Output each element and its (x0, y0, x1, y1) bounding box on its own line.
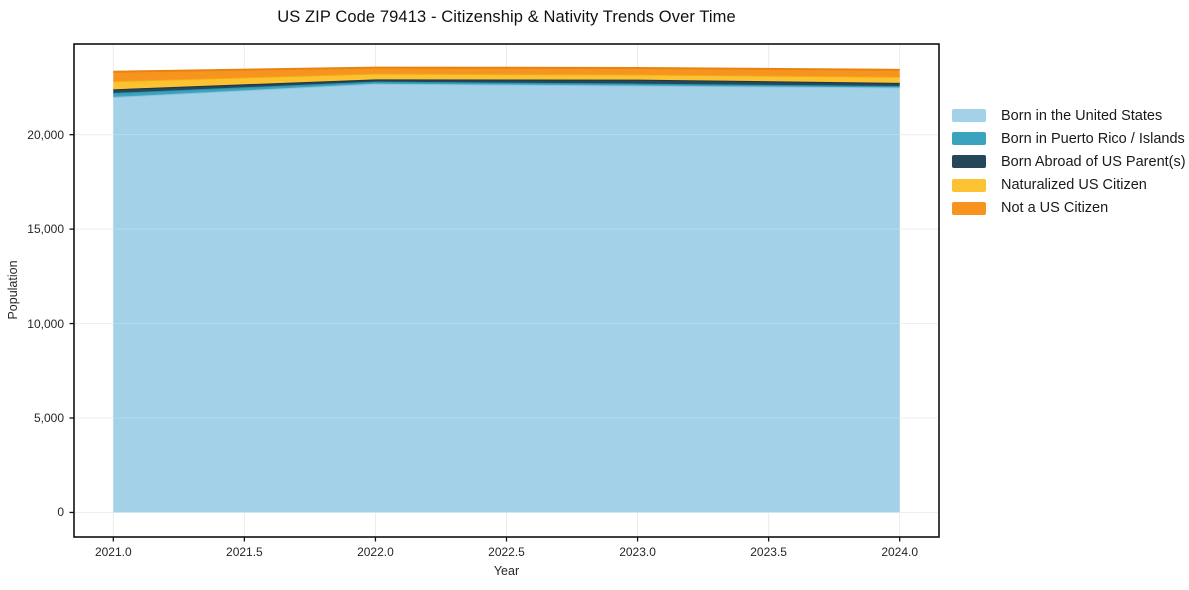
legend-swatch-4 (952, 201, 986, 215)
x-tick-label: 2023.5 (750, 545, 787, 559)
area-series-0 (113, 83, 900, 513)
x-tick-label: 2024.0 (881, 545, 919, 559)
legend-swatch-0 (952, 109, 986, 123)
legend: Born in the United States Born in Puerto … (952, 104, 1186, 220)
x-tick-label: 2022.5 (488, 545, 525, 559)
x-tick-label: 2021.5 (226, 545, 263, 559)
area-series-3 (113, 73, 900, 90)
legend-item: Not a US Citizen (952, 197, 1186, 220)
y-tick-label: 10,000 (27, 316, 64, 331)
legend-label: Born Abroad of US Parent(s) (1001, 153, 1186, 170)
y-tick-label: 20,000 (27, 127, 64, 142)
y-tick-label: 5,000 (33, 411, 64, 425)
legend-label: Not a US Citizen (1001, 200, 1109, 217)
y-axis-title: Population (6, 260, 20, 320)
area-series-edge-4 (113, 66, 900, 73)
legend-swatch-2 (952, 155, 986, 169)
legend-swatch-1 (952, 132, 986, 146)
y-tick-label: 0 (57, 505, 64, 520)
legend-item: Born in the United States (952, 104, 1186, 127)
legend-label: Born in Puerto Rico / Islands (1001, 130, 1185, 147)
chart-title: US ZIP Code 79413 - Citizenship & Nativi… (277, 8, 736, 26)
x-tick-label: 2021.0 (94, 545, 132, 559)
x-tick-label: 2023.0 (619, 545, 656, 559)
legend-item: Born Abroad of US Parent(s) (952, 150, 1186, 173)
y-tick-label: 15,000 (27, 222, 64, 237)
legend-label: Born in the United States (1001, 107, 1163, 124)
x-tick-label: 2022.0 (357, 545, 394, 559)
legend-swatch-3 (952, 178, 986, 192)
area-series-4 (113, 67, 900, 82)
legend-label: Naturalized US Citizen (1001, 177, 1147, 194)
legend-item: Born in Puerto Rico / Islands (952, 127, 1186, 150)
legend-item: Naturalized US Citizen (952, 174, 1186, 197)
x-axis-title: Year (493, 564, 520, 578)
